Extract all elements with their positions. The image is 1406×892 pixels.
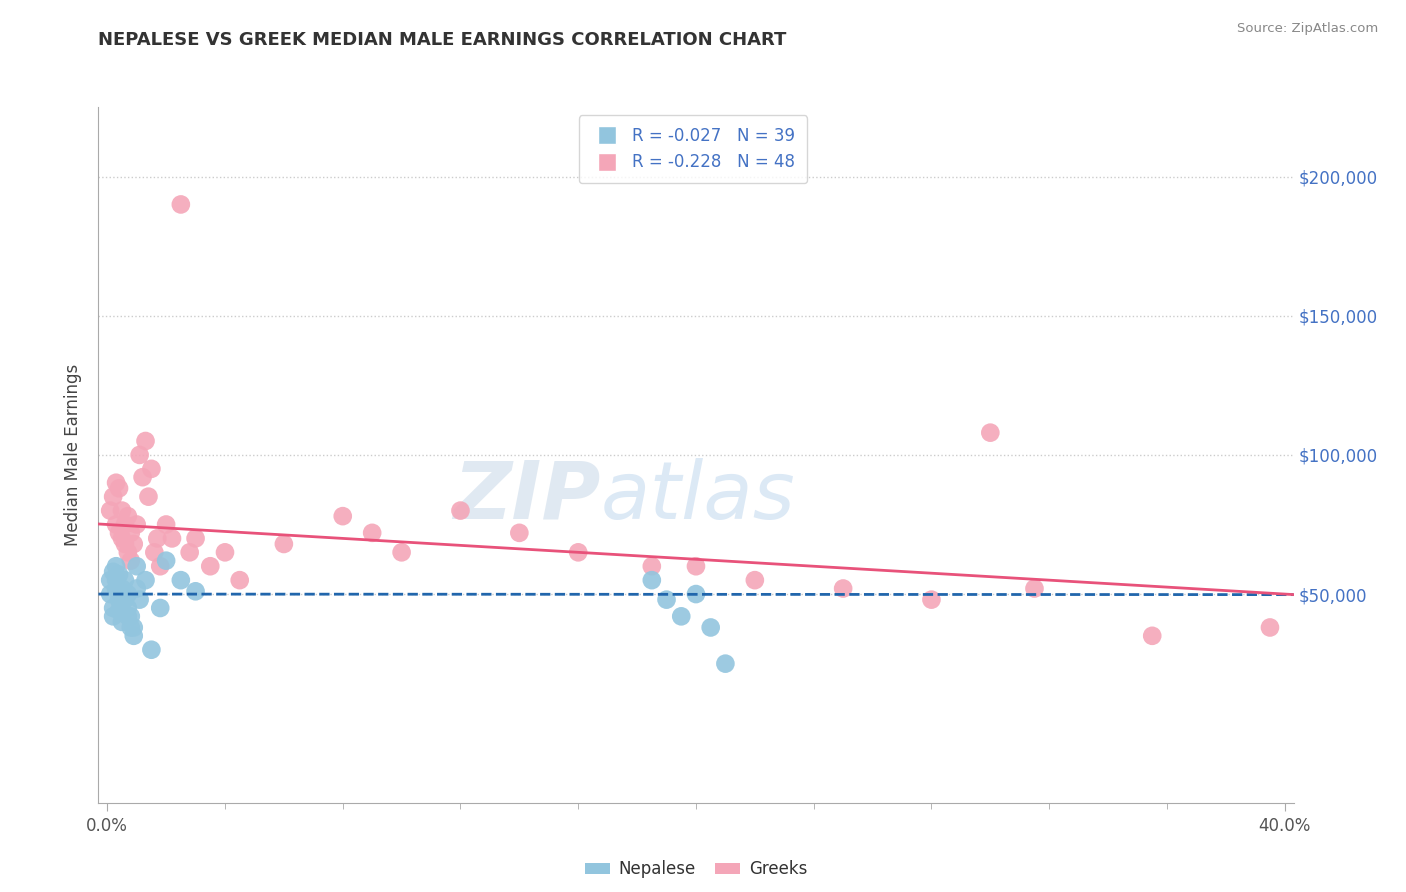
Point <box>122 537 145 551</box>
Point <box>125 559 148 574</box>
Point <box>143 545 166 559</box>
Point <box>125 517 148 532</box>
Point <box>685 587 707 601</box>
Point <box>979 425 1001 440</box>
Legend: Nepalese, Greeks: Nepalese, Greeks <box>578 854 814 885</box>
Point <box>149 559 172 574</box>
Point <box>655 592 678 607</box>
Point <box>508 525 530 540</box>
Point <box>685 559 707 574</box>
Point <box>122 629 145 643</box>
Point <box>128 448 150 462</box>
Point <box>114 517 136 532</box>
Point <box>108 592 131 607</box>
Point <box>332 509 354 524</box>
Point <box>108 525 131 540</box>
Point <box>149 601 172 615</box>
Point <box>120 609 142 624</box>
Point <box>671 609 693 624</box>
Point <box>117 609 139 624</box>
Point <box>108 604 131 618</box>
Point <box>122 620 145 634</box>
Point <box>1024 582 1046 596</box>
Point <box>179 545 201 559</box>
Point <box>114 537 136 551</box>
Point <box>134 434 156 448</box>
Point <box>101 601 124 615</box>
Point <box>146 532 169 546</box>
Point <box>641 573 664 587</box>
Text: ZIP: ZIP <box>453 458 600 536</box>
Point <box>114 573 136 587</box>
Point <box>101 609 124 624</box>
Point <box>108 567 131 582</box>
Point <box>714 657 737 671</box>
Point <box>160 532 183 546</box>
Point <box>111 503 134 517</box>
Point <box>101 565 124 579</box>
Point <box>111 532 134 546</box>
Point <box>120 525 142 540</box>
Point <box>105 559 128 574</box>
Point <box>273 537 295 551</box>
Point <box>105 517 128 532</box>
Point <box>141 462 163 476</box>
Point <box>155 554 177 568</box>
Point <box>744 573 766 587</box>
Point <box>117 601 139 615</box>
Point <box>134 573 156 587</box>
Point <box>105 475 128 490</box>
Point <box>101 490 124 504</box>
Point <box>214 545 236 559</box>
Point <box>567 545 589 559</box>
Point <box>128 592 150 607</box>
Point <box>641 559 664 574</box>
Point <box>155 517 177 532</box>
Point <box>111 582 134 596</box>
Y-axis label: Median Male Earnings: Median Male Earnings <box>65 364 83 546</box>
Text: Source: ZipAtlas.com: Source: ZipAtlas.com <box>1237 22 1378 36</box>
Point <box>1258 620 1281 634</box>
Point <box>111 604 134 618</box>
Text: atlas: atlas <box>600 458 796 536</box>
Point <box>105 573 128 587</box>
Point <box>832 582 855 596</box>
Point <box>184 532 207 546</box>
Point <box>200 559 222 574</box>
Point <box>114 592 136 607</box>
Point <box>920 592 942 607</box>
Point <box>141 642 163 657</box>
Point <box>699 620 721 634</box>
Point <box>361 525 384 540</box>
Point <box>98 587 121 601</box>
Point <box>450 503 472 517</box>
Point <box>105 582 128 596</box>
Point <box>120 620 142 634</box>
Point <box>391 545 413 559</box>
Point <box>108 481 131 495</box>
Point <box>98 573 121 587</box>
Point <box>111 595 134 609</box>
Point <box>170 573 193 587</box>
Point <box>117 587 139 601</box>
Point <box>117 509 139 524</box>
Point <box>117 545 139 559</box>
Point <box>138 490 160 504</box>
Point <box>125 582 148 596</box>
Point <box>120 554 142 568</box>
Point <box>98 503 121 517</box>
Point <box>184 584 207 599</box>
Point <box>1142 629 1164 643</box>
Point <box>111 615 134 629</box>
Point <box>170 197 193 211</box>
Text: NEPALESE VS GREEK MEDIAN MALE EARNINGS CORRELATION CHART: NEPALESE VS GREEK MEDIAN MALE EARNINGS C… <box>98 31 787 49</box>
Point <box>228 573 250 587</box>
Point <box>131 470 153 484</box>
